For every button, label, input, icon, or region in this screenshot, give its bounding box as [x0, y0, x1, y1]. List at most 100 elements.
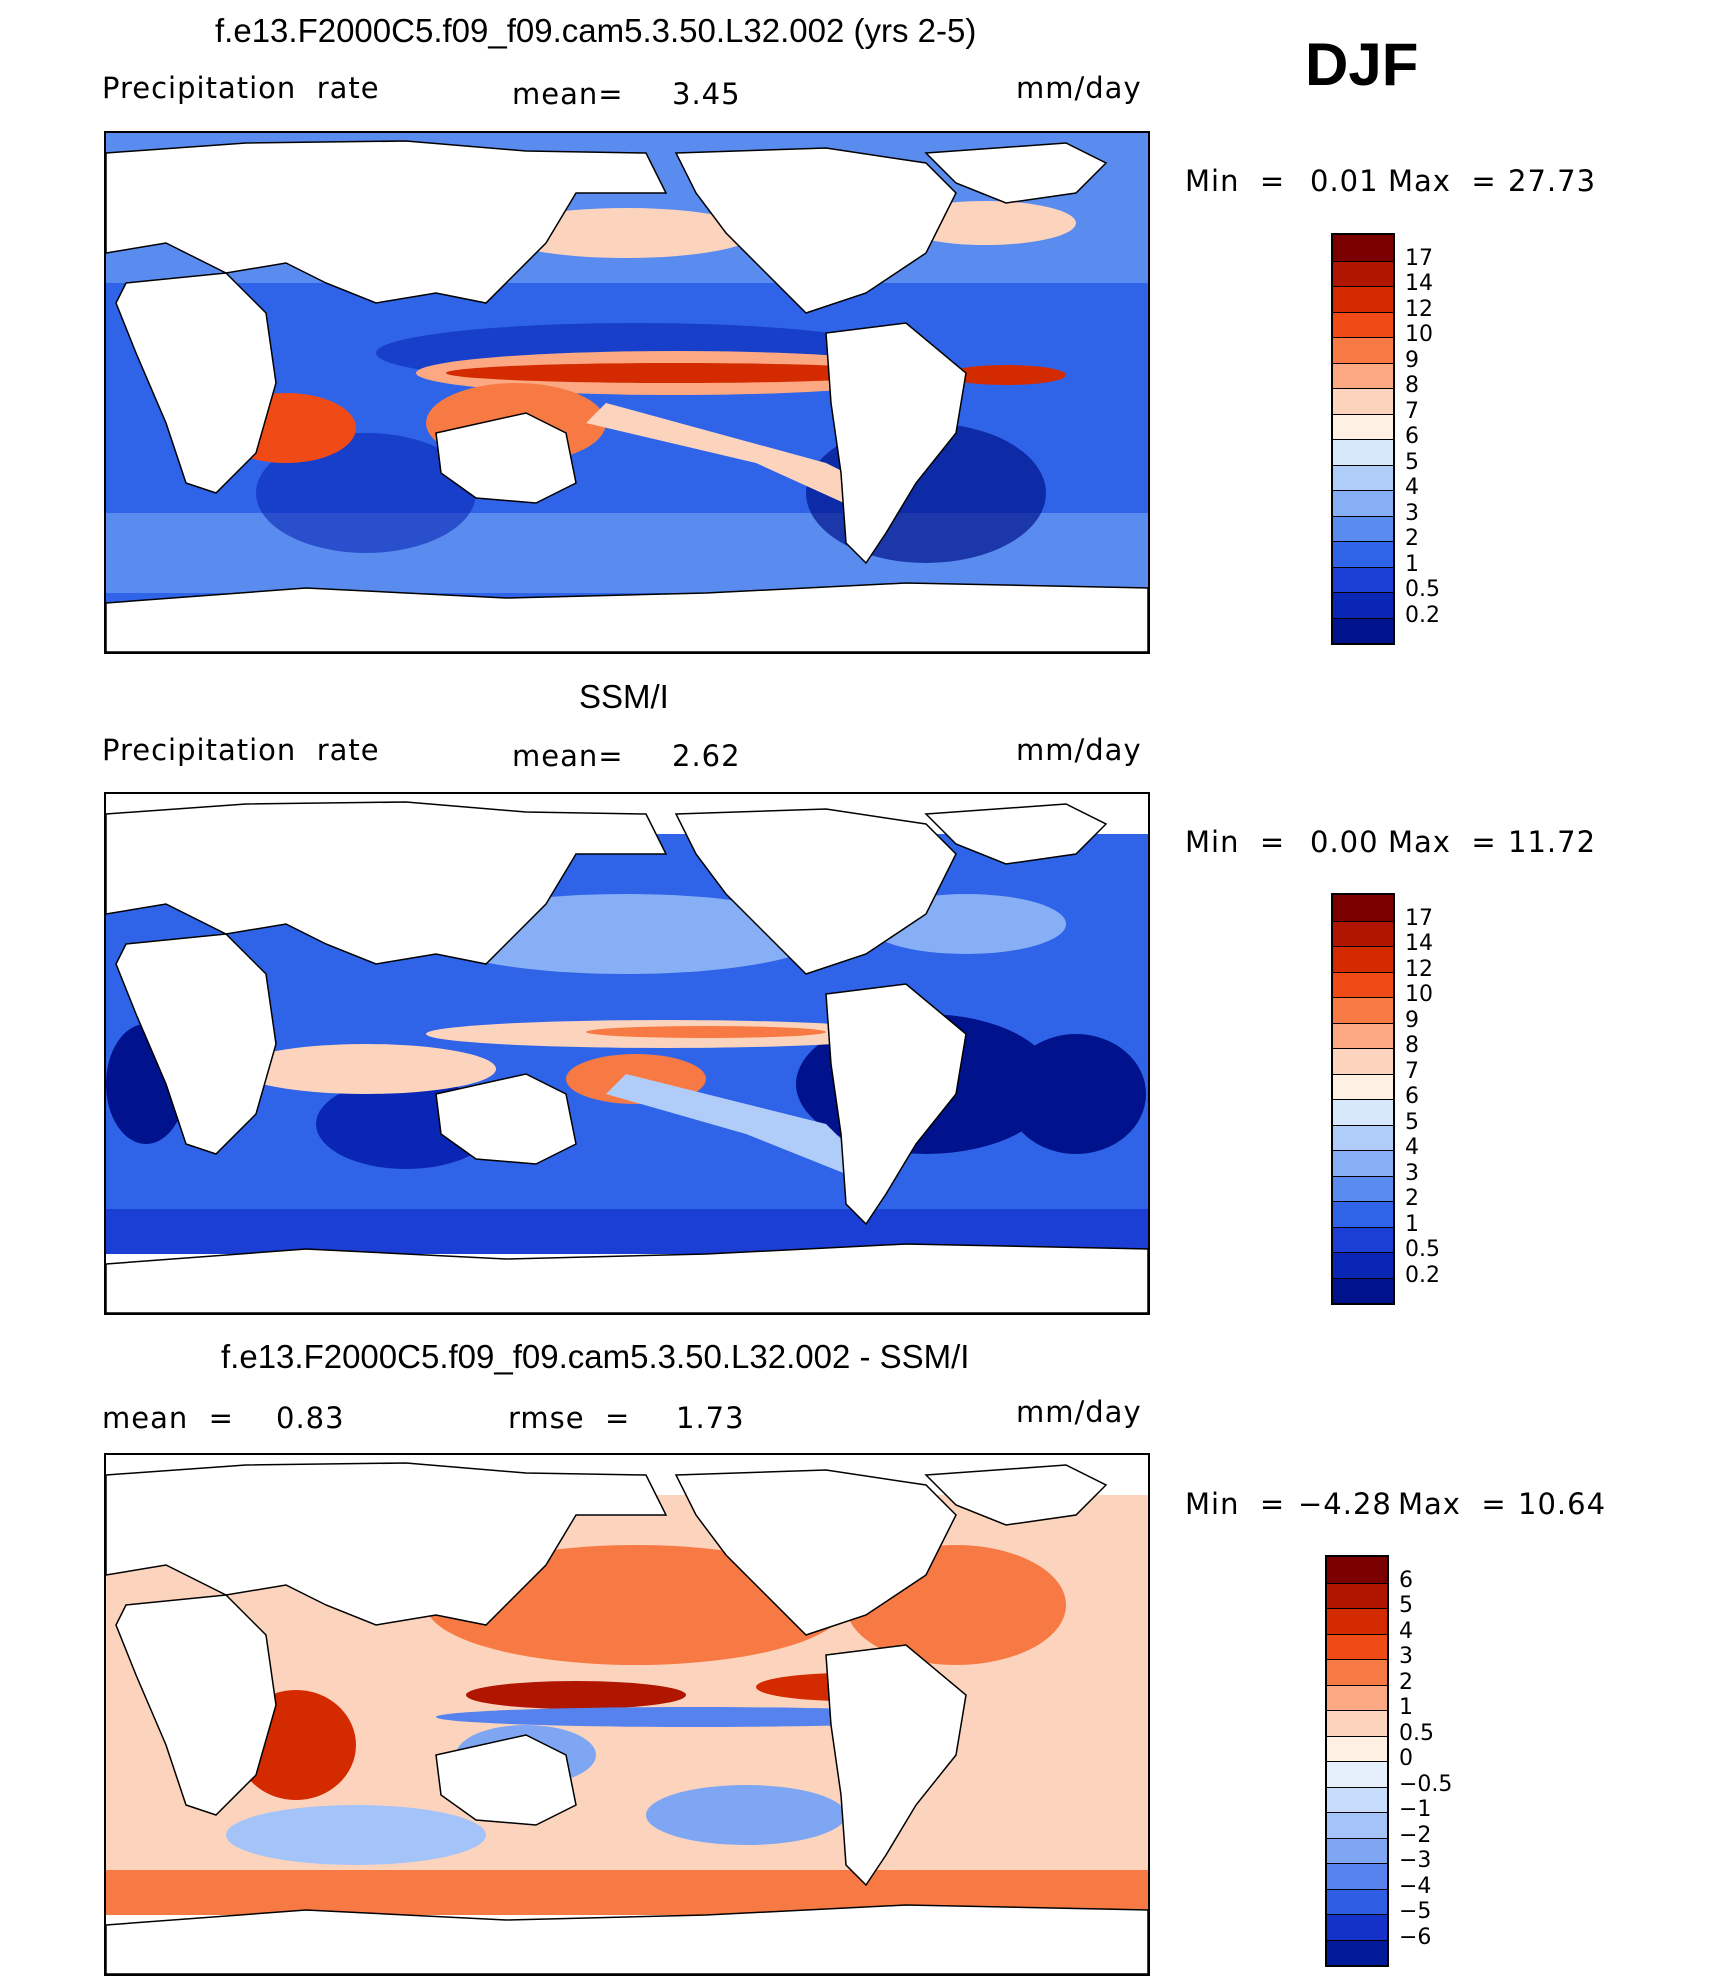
eurasia-land — [106, 1462, 668, 1626]
panel-3-min-value: −4.28 — [1298, 1487, 1392, 1521]
panel-2-variable-label: Precipitation rate — [102, 733, 380, 767]
panel-2-units: mm/day — [1016, 733, 1142, 767]
colorbar-tick-label: 10 — [1405, 322, 1433, 347]
colorbar-tick-label: 5 — [1405, 449, 1419, 475]
south-indian-dry-zone — [256, 433, 476, 553]
colorbar-swatch — [1333, 617, 1393, 643]
colorbar-swatch — [1333, 337, 1393, 363]
colorbar-swatch — [1327, 1863, 1387, 1889]
colorbar-tick-label: 0.5 — [1399, 1720, 1434, 1746]
south-america-land — [825, 1644, 967, 1887]
panel-1-max-value: 27.73 — [1508, 164, 1597, 198]
colorbar-swatch — [1333, 413, 1393, 439]
colorbar-swatch — [1333, 1252, 1393, 1278]
colorbar-tick-label: −5 — [1399, 1899, 1432, 1924]
panel-3-mean-value: 0.83 — [276, 1401, 345, 1435]
colorbar-swatch — [1333, 1277, 1393, 1303]
colorbar-tick-label: 8 — [1405, 1033, 1419, 1058]
equatorial-negative-band — [436, 1707, 956, 1727]
spcz-band — [586, 403, 886, 513]
colorbar-tick-label: 3 — [1405, 1160, 1419, 1186]
colorbar-tick-label: 1 — [1399, 1695, 1413, 1720]
north-america-land — [674, 147, 957, 314]
panel-3-rmse-value: 1.73 — [676, 1401, 745, 1435]
colorbar-tick-label: 12 — [1405, 956, 1433, 982]
colorbar-swatch — [1333, 971, 1393, 997]
australia-land — [435, 1073, 577, 1165]
panel-1-max-label: Max = — [1388, 164, 1497, 198]
panel-3-max-label: Max = — [1398, 1487, 1507, 1521]
colorbar-tick-label: 0.5 — [1405, 577, 1440, 602]
panel-3-min-label: Min = — [1185, 1487, 1286, 1521]
eurasia-land — [106, 801, 668, 965]
colorbar-swatch — [1333, 515, 1393, 541]
colorbar-tick-label: 6 — [1405, 424, 1419, 449]
colorbar-swatch — [1333, 997, 1393, 1023]
atlantic-itcz — [946, 365, 1066, 385]
greenland-land — [924, 803, 1108, 865]
west-pacific-max — [466, 1681, 686, 1709]
colorbar-tick-label: −6 — [1399, 1924, 1432, 1950]
panel-2-min-value: 0.00 — [1310, 825, 1379, 859]
colorbar-tick-label: 17 — [1405, 905, 1433, 931]
colorbar-tick-label: 1 — [1405, 1211, 1419, 1237]
colorbar-swatch — [1333, 464, 1393, 490]
panel-1-units: mm/day — [1016, 71, 1142, 105]
itcz-band-core — [586, 1026, 826, 1038]
colorbar-tick-label: 0.2 — [1405, 602, 1440, 628]
colorbar-swatch — [1333, 920, 1393, 946]
colorbar-swatch — [1327, 1710, 1387, 1736]
colorbar-swatch — [1333, 1099, 1393, 1125]
panel-2-max-label: Max = — [1388, 825, 1497, 859]
panel-3-colorbar — [1325, 1555, 1389, 1967]
panel-2-mean-label: mean= — [512, 739, 624, 773]
greenland-land — [924, 1464, 1108, 1526]
colorbar-tick-label: −0.5 — [1399, 1771, 1453, 1797]
colorbar-swatch — [1327, 1582, 1387, 1608]
colorbar-swatch — [1327, 1557, 1387, 1583]
colorbar-tick-label: 6 — [1399, 1567, 1413, 1593]
colorbar-swatch — [1327, 1735, 1387, 1761]
colorbar-tick-label: 0.2 — [1405, 1262, 1440, 1288]
panel-1-mean-label: mean= — [512, 77, 624, 111]
colorbar-swatch — [1333, 439, 1393, 465]
north-america-land — [674, 808, 957, 975]
colorbar-tick-label: 4 — [1405, 475, 1419, 500]
colorbar-tick-label: −4 — [1399, 1873, 1432, 1899]
panel-3-rmse-label: rmse = — [508, 1401, 631, 1435]
colorbar-swatch — [1333, 388, 1393, 414]
colorbar-swatch — [1327, 1837, 1387, 1863]
colorbar-swatch — [1333, 1073, 1393, 1099]
colorbar-tick-label: 4 — [1399, 1618, 1413, 1644]
south-america-land — [825, 983, 967, 1226]
africa-land — [115, 272, 277, 494]
colorbar-tick-label: 8 — [1405, 373, 1419, 398]
colorbar-tick-label: 3 — [1399, 1644, 1413, 1669]
antarctica-land — [106, 582, 1148, 652]
colorbar-swatch — [1333, 235, 1393, 261]
colorbar-swatch — [1333, 541, 1393, 567]
colorbar-swatch — [1333, 362, 1393, 388]
colorbar-tick-label: 1 — [1405, 551, 1419, 577]
colorbar-swatch — [1333, 946, 1393, 972]
colorbar-swatch — [1327, 1914, 1387, 1940]
colorbar-swatch — [1333, 592, 1393, 618]
colorbar-swatch — [1333, 1048, 1393, 1074]
panel-1-mean-value: 3.45 — [672, 77, 741, 111]
australia-land — [435, 1734, 577, 1826]
antarctica-land — [106, 1904, 1148, 1974]
south-pacific-negative — [646, 1785, 846, 1845]
panel-2-max-value: 11.72 — [1508, 825, 1597, 859]
south-indian-negative — [226, 1805, 486, 1865]
colorbar-tick-label: −3 — [1399, 1848, 1432, 1873]
itcz-band-core — [446, 363, 906, 383]
panel-2-title: SSM/I — [579, 678, 669, 715]
panel-1-colorbar — [1331, 233, 1395, 645]
colorbar-tick-label: 3 — [1405, 500, 1419, 526]
south-america-land — [825, 322, 967, 565]
panel-1-min-label: Min = — [1185, 164, 1286, 198]
colorbar-tick-label: 14 — [1405, 271, 1433, 296]
colorbar-swatch — [1333, 260, 1393, 286]
colorbar-tick-label: 0 — [1399, 1746, 1413, 1771]
colorbar-swatch — [1327, 1608, 1387, 1634]
